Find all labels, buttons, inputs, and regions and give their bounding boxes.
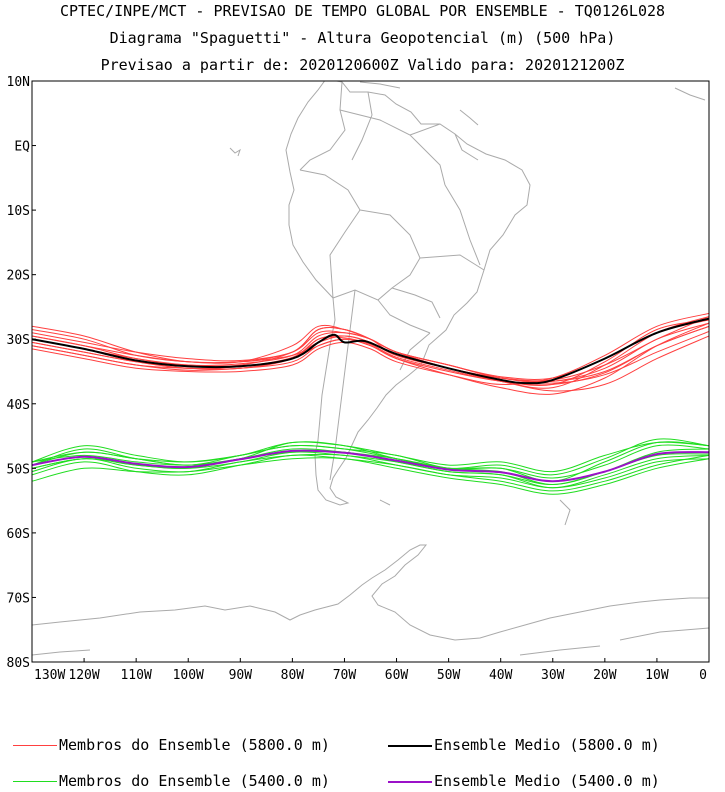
- lat-tick-label: 10N: [7, 75, 30, 90]
- member-line-5400-4: [32, 453, 709, 489]
- plot-frame: [31, 80, 710, 663]
- lat-tick-label: 60S: [7, 527, 30, 542]
- lon-tick-label: 100W: [173, 668, 204, 683]
- lon-tick-label: 90W: [229, 668, 253, 683]
- lon-tick-label: 0: [699, 668, 707, 683]
- legend-label: Membros do Ensemble (5400.0 m): [59, 772, 330, 790]
- lon-tick-label: 70W: [333, 668, 357, 683]
- member-line-5400-7: [32, 444, 709, 479]
- member-line-5400-9: [32, 457, 709, 495]
- lon-tick-label: 30W: [541, 668, 565, 683]
- lat-tick-label: 80S: [7, 656, 30, 671]
- legend-label: Ensemble Medio (5400.0 m): [434, 772, 660, 790]
- member-line-5800-9: [32, 325, 709, 386]
- lon-tick-label: 40W: [489, 668, 513, 683]
- legend-label: Ensemble Medio (5800.0 m): [434, 736, 660, 754]
- legend-swatch: [13, 745, 57, 746]
- legend-item: Ensemble Medio (5800.0 m): [388, 736, 660, 754]
- member-line-5800-1: [32, 322, 709, 383]
- lon-tick-label: 60W: [385, 668, 409, 683]
- title-line-1: CPTEC/INPE/MCT - PREVISAO DE TEMPO GLOBA…: [59, 2, 666, 20]
- lon-tick-label: 130W: [34, 668, 65, 683]
- legend-item: Ensemble Medio (5400.0 m): [388, 772, 660, 790]
- title-line-2: Diagrama "Spaguetti" - Altura Geopotenci…: [109, 29, 616, 47]
- member-line-5800-2: [32, 319, 709, 387]
- lat-tick-label: 70S: [7, 591, 30, 606]
- lat-tick-label: EQ: [14, 140, 30, 155]
- member-line-5800-10: [32, 316, 709, 382]
- lat-tick-label: 40S: [7, 398, 30, 413]
- lon-tick-label: 120W: [68, 668, 99, 683]
- legend-item: Membros do Ensemble (5400.0 m): [13, 772, 330, 790]
- member-line-5800-6: [32, 312, 709, 385]
- lon-tick-label: 20W: [593, 668, 617, 683]
- lon-tick-label: 80W: [281, 668, 305, 683]
- member-line-5400-10: [32, 441, 709, 473]
- member-line-5800-4: [32, 316, 709, 389]
- lon-tick-label: 10W: [645, 668, 669, 683]
- lat-tick-label: 10S: [7, 204, 30, 219]
- member-line-5400-5: [32, 448, 709, 486]
- legend-item: Membros do Ensemble (5800.0 m): [13, 736, 330, 754]
- lat-tick-label: 50S: [7, 462, 30, 477]
- legend-swatch: [388, 744, 432, 747]
- lat-tick-label: 20S: [7, 269, 30, 284]
- title-line-3: Previsao a partir de: 2020120600Z Valido…: [100, 56, 625, 74]
- member-line-5800-3: [32, 324, 709, 383]
- lat-tick-label: 30S: [7, 333, 30, 348]
- legend-swatch: [13, 781, 57, 782]
- lon-tick-label: 50W: [437, 668, 461, 683]
- legend-label: Membros do Ensemble (5800.0 m): [59, 736, 330, 754]
- lon-tick-label: 110W: [120, 668, 151, 683]
- mean-line-5400: [32, 449, 709, 483]
- legend-swatch: [388, 780, 432, 783]
- mean-line-5800: [32, 317, 709, 385]
